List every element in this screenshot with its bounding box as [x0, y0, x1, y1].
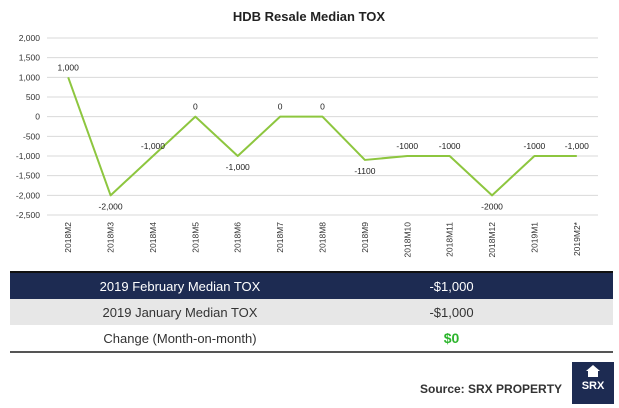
- x-tick-label: 2019M1: [529, 222, 539, 253]
- y-tick-label: 1,000: [19, 72, 41, 82]
- chart-title: HDB Resale Median TOX: [233, 9, 386, 24]
- logo-text: SRX: [581, 380, 605, 392]
- y-tick-label: -2,500: [16, 210, 40, 220]
- data-label: -1000: [396, 141, 418, 151]
- y-tick-label: 500: [26, 92, 40, 102]
- summary-label: 2019 January Median TOX: [102, 304, 258, 320]
- summary-value: $0: [443, 330, 460, 346]
- data-label: -2,000: [99, 201, 123, 211]
- data-label: -2000: [481, 201, 503, 211]
- line-chart: HDB Resale Median TOX 2,000 1,500 1,000 500…: [16, 9, 598, 258]
- x-tick-label: 2019M2*: [572, 221, 582, 256]
- summary-row-previous: 2019 January Median TOX -$1,000: [10, 299, 613, 325]
- y-tick-label: 0: [35, 112, 40, 122]
- x-tick-label: 2018M3: [106, 222, 116, 253]
- summary-label: 2019 February Median TOX: [99, 278, 261, 294]
- data-label: -1100: [354, 166, 375, 176]
- house-icon: [586, 365, 600, 377]
- x-tick-label: 2018M7: [275, 222, 285, 253]
- series-line: [67, 76, 577, 197]
- summary-value: -$1,000: [429, 304, 474, 320]
- summary-row-change: Change (Month-on-month) $0: [10, 325, 613, 353]
- y-tick-label: -1,500: [16, 171, 40, 181]
- data-label: 0: [193, 102, 198, 112]
- y-tick-label: -1,000: [16, 151, 40, 161]
- x-tick-label: 2018M2: [63, 222, 73, 253]
- data-label: -1000: [439, 141, 461, 151]
- x-tick-label: 2018M9: [360, 222, 370, 253]
- y-tick-label: 1,500: [19, 53, 41, 63]
- y-tick-label: 2,000: [19, 33, 41, 43]
- y-tick-label: -500: [23, 131, 40, 141]
- y-tick-label: -2,000: [16, 190, 40, 200]
- x-tick-label: 2018M8: [318, 222, 328, 253]
- x-tick-label: 2018M11: [445, 222, 455, 257]
- x-tick-label: 2018M10: [402, 222, 412, 258]
- x-tick-label: 2018M4: [148, 222, 158, 253]
- x-tick-label: 2018M12: [487, 222, 497, 258]
- data-label: -1,000: [226, 162, 250, 172]
- data-label: -1000: [524, 141, 546, 151]
- summary-row-current: 2019 February Median TOX -$1,000: [10, 271, 613, 299]
- x-tick-label: 2018M5: [190, 222, 200, 253]
- data-label: 1,000: [58, 62, 80, 72]
- summary-label: Change (Month-on-month): [103, 330, 257, 346]
- summary-table: 2019 February Median TOX -$1,000 2019 Ja…: [10, 271, 613, 353]
- data-label: -1,000: [565, 141, 589, 151]
- x-tick-label: 2018M6: [233, 222, 243, 253]
- data-label: 0: [320, 102, 325, 112]
- srx-logo: SRX: [572, 362, 614, 404]
- source-label: Source: SRX PROPERTY: [420, 382, 563, 396]
- data-label: -1,000: [141, 141, 165, 151]
- summary-value: -$1,000: [429, 278, 474, 294]
- data-label: 0: [278, 102, 283, 112]
